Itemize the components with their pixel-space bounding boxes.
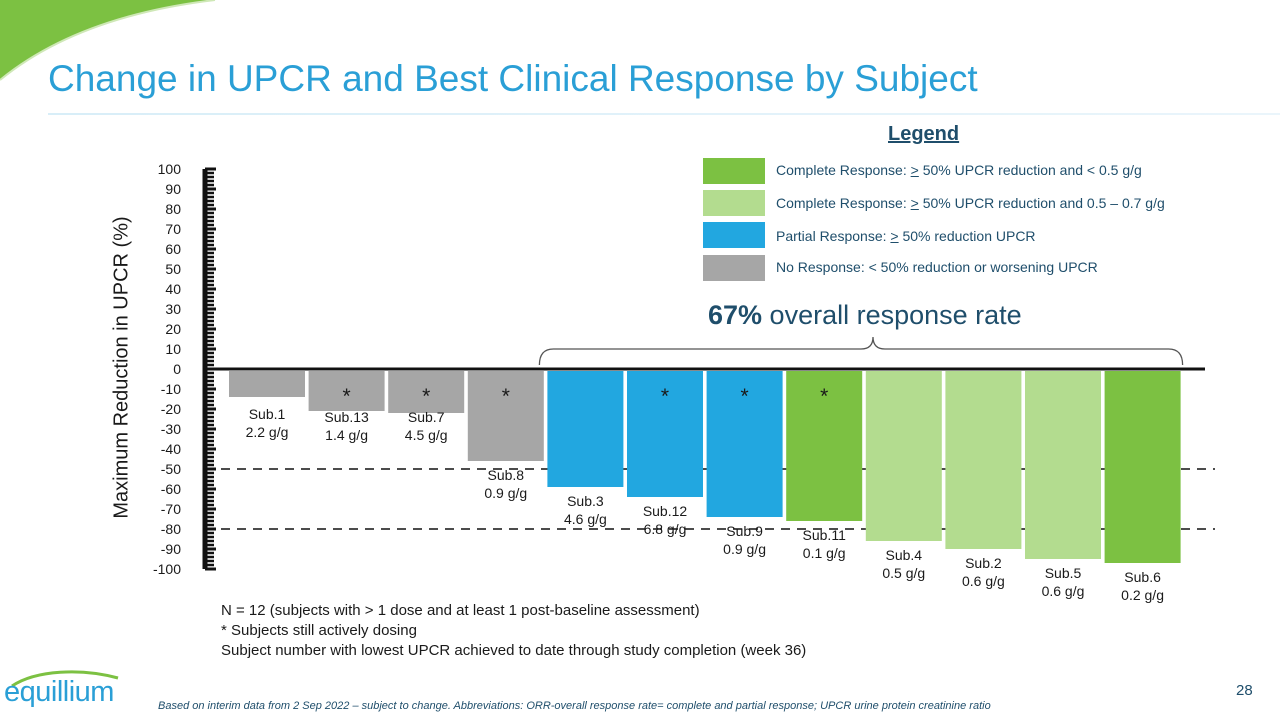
chart-notes: N = 12 (subjects with > 1 dose and at le… <box>221 601 806 661</box>
bar-upcr-label: 6.8 g/g <box>644 521 687 537</box>
bar-sub2 <box>945 371 1022 549</box>
y-tick-label: 70 <box>165 221 181 237</box>
y-tick-label: -90 <box>161 541 181 557</box>
bar-upcr-label: 0.9 g/g <box>723 541 766 557</box>
bar-subject-label: Sub.13 <box>324 409 369 425</box>
y-tick-label: -10 <box>161 381 181 397</box>
dosing-asterisk: * <box>343 385 351 408</box>
y-tick-label: 100 <box>158 161 182 177</box>
bar-upcr-label: 0.9 g/g <box>484 485 527 501</box>
y-tick-label: -40 <box>161 441 181 457</box>
bar-upcr-label: 1.4 g/g <box>325 427 368 443</box>
bar-subject-label: Sub.8 <box>488 467 525 483</box>
bar-sub11 <box>786 371 863 521</box>
legend-heading: Legend <box>888 123 960 145</box>
bar-upcr-label: 0.1 g/g <box>803 545 846 561</box>
page-number: 28 <box>1236 682 1253 699</box>
y-tick-label: 90 <box>165 181 181 197</box>
page-title: Change in UPCR and Best Clinical Respons… <box>48 58 978 99</box>
equillium-logo: equillium <box>4 676 114 708</box>
note-lowest-upcr: Subject number with lowest UPCR achieved… <box>221 642 807 659</box>
y-tick-label: -50 <box>161 461 181 477</box>
title-divider <box>48 113 1280 115</box>
bar-sub12 <box>627 371 703 497</box>
note-n: N = 12 (subjects with > 1 dose and at le… <box>221 602 700 619</box>
bar-subject-label: Sub.12 <box>643 503 688 519</box>
corner-swoosh-decoration <box>0 0 216 81</box>
bar-sub13 <box>308 371 385 411</box>
bar-sub3 <box>547 371 624 487</box>
bar-upcr-label: 0.6 g/g <box>1042 583 1085 599</box>
bar-sub8 <box>467 371 544 461</box>
legend-swatch-no-response <box>703 255 765 281</box>
y-tick-label: -60 <box>161 481 181 497</box>
bar-upcr-label: 0.6 g/g <box>962 573 1005 589</box>
y-tick-label: 40 <box>165 281 181 297</box>
y-tick-label: -20 <box>161 401 181 417</box>
bar-subject-label: Sub.9 <box>726 523 763 539</box>
bar-upcr-label: 2.2 g/g <box>246 424 289 440</box>
responders-bracket <box>538 336 1184 366</box>
bar-upcr-label: 0.2 g/g <box>1121 587 1164 603</box>
y-tick-label: -100 <box>153 561 181 577</box>
bar-subject-label: Sub.4 <box>886 547 923 563</box>
bar-upcr-label: 4.6 g/g <box>564 511 607 527</box>
bar-upcr-label: 4.5 g/g <box>405 427 448 443</box>
y-tick-label: 20 <box>165 321 181 337</box>
bar-subject-label: Sub.3 <box>567 493 604 509</box>
bar-sub9 <box>706 371 783 517</box>
y-tick-label: 80 <box>165 201 181 217</box>
bar-sub1 <box>229 371 305 397</box>
bar-subject-label: Sub.7 <box>408 409 445 425</box>
legend-swatch-complete-lt05 <box>703 158 765 184</box>
bar-sub7 <box>388 371 465 413</box>
bar-subject-label: Sub.5 <box>1045 565 1082 581</box>
y-tick-label: 50 <box>165 261 181 277</box>
legend-label-partial: Partial Response: > 50% reduction UPCR <box>776 228 1036 244</box>
bar-sub6 <box>1104 371 1181 563</box>
orr-text: overall response rate <box>762 300 1022 330</box>
y-tick-label: 60 <box>165 241 181 257</box>
dosing-asterisk: * <box>661 385 669 408</box>
y-tick-label: 10 <box>165 341 181 357</box>
orr-percent: 67% <box>708 300 763 330</box>
bar-sub4 <box>865 371 942 541</box>
legend-label-no-response: No Response: < 50% reduction or worsenin… <box>776 259 1098 275</box>
equillium-logo-swoosh <box>11 670 119 688</box>
bar-subject-label: Sub.2 <box>965 555 1002 571</box>
dosing-asterisk: * <box>502 385 510 408</box>
dosing-asterisk: * <box>422 385 430 408</box>
y-tick-label: 0 <box>173 361 181 377</box>
overall-response-rate: 67% overall response rate <box>708 300 1022 331</box>
footnote: Based on interim data from 2 Sep 2022 – … <box>158 700 991 712</box>
note-dosing: * Subjects still actively dosing <box>221 622 417 639</box>
bar-subject-label: Sub.1 <box>249 406 286 422</box>
y-tick-label: 30 <box>165 301 181 317</box>
dosing-asterisk: * <box>820 385 828 408</box>
bar-upcr-label: 0.5 g/g <box>882 565 925 581</box>
dosing-asterisk: * <box>741 385 749 408</box>
bar-subject-label: Sub.6 <box>1124 569 1161 585</box>
legend-swatch-complete-05-07 <box>703 190 765 216</box>
legend-swatch-partial <box>703 222 765 248</box>
y-tick-label: -80 <box>161 521 181 537</box>
bar-sub5 <box>1025 371 1101 559</box>
y-tick-label: -70 <box>161 501 181 517</box>
legend-label-complete-05-07: Complete Response: > 50% UPCR reduction … <box>776 195 1165 211</box>
legend-label-complete-lt05: Complete Response: > 50% UPCR reduction … <box>776 162 1142 178</box>
bar-subject-label: Sub.11 <box>803 527 847 543</box>
y-tick-label: -30 <box>161 421 181 437</box>
